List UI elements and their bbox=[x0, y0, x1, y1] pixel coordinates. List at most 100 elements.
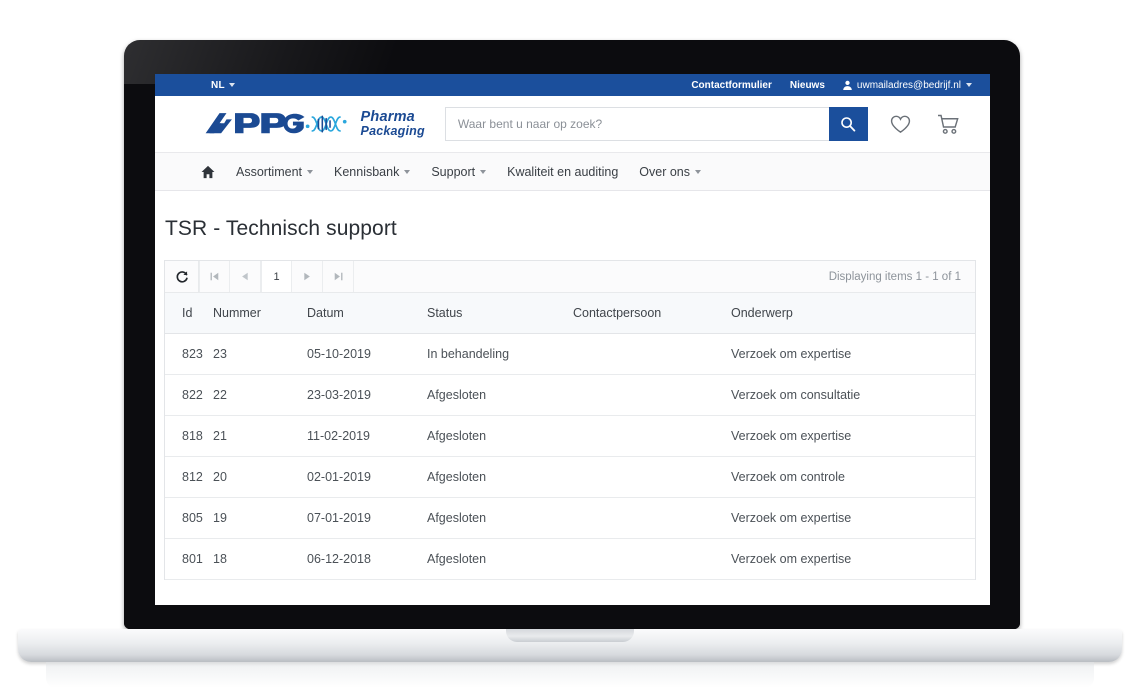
current-page-button[interactable]: 1 bbox=[261, 261, 292, 292]
logo-packaging-label: Packaging bbox=[360, 124, 425, 139]
cell-id: 822 bbox=[165, 374, 213, 416]
chevron-down-icon bbox=[307, 169, 313, 174]
cell-nummer: 19 bbox=[213, 497, 307, 539]
support-requests-grid: 1 Displaying bbox=[164, 260, 976, 580]
cell-onderwerp: Verzoek om controle bbox=[731, 456, 975, 498]
first-page-icon bbox=[210, 272, 219, 281]
table-head: Id Nummer Datum Status Contactpersoon On… bbox=[165, 293, 975, 334]
topbar-link-contactformulier[interactable]: Contactformulier bbox=[691, 79, 772, 91]
search-button[interactable] bbox=[828, 107, 868, 141]
nav-label: Kennisbank bbox=[334, 164, 400, 179]
column-header-nummer[interactable]: Nummer bbox=[213, 293, 307, 334]
cell-id: 801 bbox=[165, 538, 213, 580]
nav-label: Over ons bbox=[639, 164, 691, 179]
table-row[interactable]: 823 23 05-10-2019 In behandeling Verzoek… bbox=[165, 333, 975, 375]
cell-status: Afgesloten bbox=[427, 415, 573, 457]
language-label: NL bbox=[211, 79, 225, 91]
site-header: Pharma Packaging bbox=[155, 96, 990, 153]
nav-label: Assortiment bbox=[236, 164, 302, 179]
page-title: TSR - Technisch support bbox=[165, 217, 397, 240]
toolbar-spacer bbox=[354, 261, 829, 292]
cell-status: Afgesloten bbox=[427, 538, 573, 580]
logo-tagline: Pharma Packaging bbox=[361, 110, 425, 138]
chevron-down-icon bbox=[228, 83, 235, 87]
cell-datum: 02-01-2019 bbox=[307, 456, 427, 498]
apg-logo[interactable]: Pharma Packaging bbox=[201, 107, 425, 141]
nav-label: Support bbox=[431, 164, 476, 179]
table-row[interactable]: 801 18 06-12-2018 Afgesloten Verzoek om … bbox=[165, 538, 975, 580]
cell-contactpersoon bbox=[573, 497, 731, 539]
laptop-base-reflection bbox=[46, 662, 1094, 688]
refresh-button[interactable] bbox=[165, 261, 199, 292]
cell-contactpersoon bbox=[573, 538, 731, 580]
cell-datum: 07-01-2019 bbox=[307, 497, 427, 539]
person-icon bbox=[843, 80, 852, 90]
header-icon-group bbox=[890, 114, 960, 135]
column-header-contactpersoon[interactable]: Contactpersoon bbox=[573, 293, 731, 334]
language-selector[interactable]: NL bbox=[211, 80, 235, 91]
nav-item-over-ons[interactable]: Over ons bbox=[639, 164, 702, 179]
support-requests-table: Id Nummer Datum Status Contactpersoon On… bbox=[165, 293, 975, 580]
apg-wordmark-icon bbox=[205, 113, 347, 134]
nav-item-kwaliteit-en-auditing[interactable]: Kwaliteit en auditing bbox=[507, 165, 618, 179]
table-row[interactable]: 818 21 11-02-2019 Afgesloten Verzoek om … bbox=[165, 415, 975, 457]
cell-contactpersoon bbox=[573, 415, 731, 457]
previous-page-icon bbox=[242, 272, 248, 281]
search-icon bbox=[841, 117, 856, 132]
site-search bbox=[444, 107, 868, 141]
column-header-onderwerp[interactable]: Onderwerp bbox=[731, 293, 975, 334]
laptop-base-notch bbox=[506, 629, 634, 642]
cell-datum: 06-12-2018 bbox=[307, 538, 427, 580]
user-email-label: uwmailadres@bedrijf.nl bbox=[856, 79, 961, 91]
cell-nummer: 23 bbox=[213, 333, 307, 375]
cell-onderwerp: Verzoek om consultatie bbox=[731, 374, 975, 416]
browser-screen: NL Contactformulier Nieuws uwmailadres@b… bbox=[155, 74, 990, 606]
column-header-datum[interactable]: Datum bbox=[307, 293, 427, 334]
cell-status: Afgesloten bbox=[427, 456, 573, 498]
lid-bottom-bezel bbox=[124, 605, 1020, 629]
cell-id: 818 bbox=[165, 415, 213, 457]
cell-contactpersoon bbox=[573, 374, 731, 416]
column-header-id[interactable]: Id bbox=[165, 293, 213, 334]
site-topbar: NL Contactformulier Nieuws uwmailadres@b… bbox=[155, 74, 990, 96]
main-navigation: Assortiment Kennisbank Support Kwaliteit… bbox=[155, 153, 990, 191]
cell-id: 812 bbox=[165, 456, 213, 498]
last-page-icon bbox=[334, 272, 342, 281]
table-row[interactable]: 805 19 07-01-2019 Afgesloten Verzoek om … bbox=[165, 497, 975, 539]
table-row[interactable]: 812 20 02-01-2019 Afgesloten Verzoek om … bbox=[165, 456, 975, 498]
refresh-icon bbox=[176, 270, 188, 283]
cell-nummer: 18 bbox=[213, 538, 307, 580]
first-page-button[interactable] bbox=[199, 261, 230, 292]
cell-onderwerp: Verzoek om expertise bbox=[731, 497, 975, 539]
cell-onderwerp: Verzoek om expertise bbox=[731, 333, 975, 375]
cell-nummer: 21 bbox=[213, 415, 307, 457]
cell-nummer: 20 bbox=[213, 456, 307, 498]
shopping-cart-icon[interactable] bbox=[937, 114, 960, 135]
cell-onderwerp: Verzoek om expertise bbox=[731, 415, 975, 457]
cell-datum: 23-03-2019 bbox=[307, 374, 427, 416]
search-input[interactable] bbox=[444, 107, 829, 141]
page-content: TSR - Technisch support bbox=[155, 191, 990, 580]
cell-status: Afgesloten bbox=[427, 497, 573, 539]
grid-pager-toolbar: 1 Displaying bbox=[165, 261, 975, 293]
table-row[interactable]: 822 22 23-03-2019 Afgesloten Verzoek om … bbox=[165, 374, 975, 416]
next-page-button[interactable] bbox=[292, 261, 323, 292]
column-header-status[interactable]: Status bbox=[427, 293, 573, 334]
nav-item-home[interactable] bbox=[201, 165, 215, 179]
nav-label: Kwaliteit en auditing bbox=[507, 164, 619, 179]
nav-item-assortiment[interactable]: Assortiment bbox=[236, 165, 313, 179]
logo-pharma-label: Pharma bbox=[360, 109, 415, 126]
chevron-down-icon bbox=[404, 169, 411, 174]
nav-item-support[interactable]: Support bbox=[431, 164, 487, 179]
chevron-down-icon bbox=[480, 169, 487, 174]
nav-item-kennisbank[interactable]: Kennisbank bbox=[334, 164, 411, 179]
table-header-row: Id Nummer Datum Status Contactpersoon On… bbox=[165, 293, 975, 334]
last-page-button[interactable] bbox=[323, 261, 354, 292]
user-account-menu[interactable]: uwmailadres@bedrijf.nl bbox=[843, 80, 972, 91]
heart-icon[interactable] bbox=[890, 115, 911, 134]
topbar-link-nieuws[interactable]: Nieuws bbox=[789, 79, 825, 91]
previous-page-button[interactable] bbox=[230, 261, 261, 292]
table-body: 823 23 05-10-2019 In behandeling Verzoek… bbox=[165, 333, 975, 580]
cell-id: 823 bbox=[165, 333, 213, 375]
